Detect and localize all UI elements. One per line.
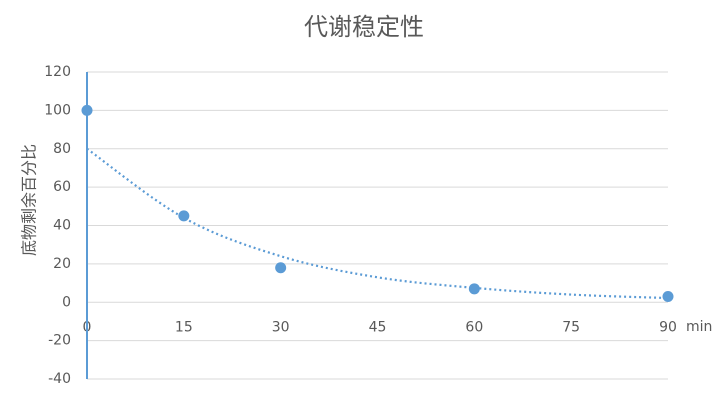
y-tick-label: -20: [48, 333, 71, 349]
y-tick-label: 0: [62, 294, 71, 310]
y-tick-label: 80: [53, 141, 71, 157]
x-tick-label: 60: [465, 319, 483, 335]
y-tick-label: 20: [53, 256, 71, 272]
x-axis-title: min: [686, 319, 712, 335]
y-tick-label: -40: [48, 371, 71, 387]
point: [81, 104, 93, 116]
y-tick-label: 60: [53, 179, 71, 195]
x-tick-label: 15: [175, 319, 193, 335]
x-tick-label: 45: [369, 319, 387, 335]
y-tick-label: 120: [44, 64, 71, 80]
x-tick-label: 90: [659, 319, 677, 335]
x-tick-label: 75: [562, 319, 580, 335]
point: [178, 210, 190, 222]
x-tick-label: 30: [272, 319, 290, 335]
y-axis-title: 底物剩余百分比: [20, 144, 39, 256]
y-tick-label: 100: [44, 102, 71, 118]
chart-title: 代谢稳定性: [304, 13, 424, 41]
point: [662, 290, 674, 302]
y-tick-label: 40: [53, 218, 71, 234]
point: [275, 262, 287, 274]
